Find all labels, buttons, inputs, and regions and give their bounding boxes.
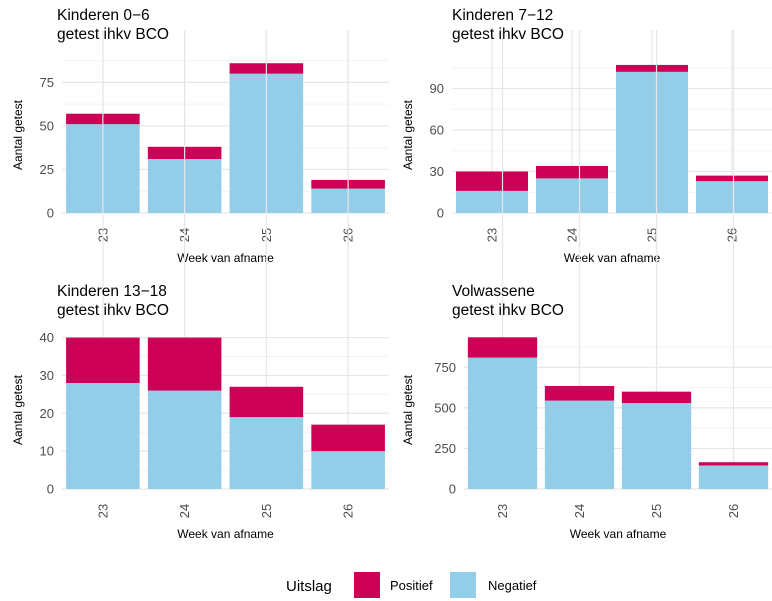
x-tick-label: 26 [725,228,740,242]
y-tick-label: 750 [434,360,456,375]
bar-negatief-week-25 [616,71,688,213]
bar-positief-week-24 [147,337,222,391]
chart-panels: 0 25 50 75 23 24 25 26 Kinderen 0−6 getest ihkv B… [11,7,772,541]
legend-title: Uitslag [286,578,332,595]
x-tick-label: 26 [726,504,741,518]
y-axis-title: Aantal getest [11,99,25,170]
y-tick-label: 500 [434,400,456,415]
bar-negatief-week-26 [696,181,768,213]
chart-title-line: getest ihkv BCO [57,302,169,319]
y-tick-label: 30 [40,368,54,383]
bar-positief-week-24 [536,165,608,179]
plot-area [62,30,389,214]
bar-positief-week-26 [698,462,769,466]
y-tick-label: 10 [40,444,54,459]
bar-negatief-week-25 [621,403,692,489]
chart-title-line: getest ihkv BCO [452,302,564,319]
y-tick-label: 250 [434,441,456,456]
y-tick-label: 0 [449,482,456,497]
y-tick-label: 0 [47,482,54,497]
y-tick-label: 60 [430,122,444,137]
y-tick-label: 30 [430,164,444,179]
chart-title-line: Kinderen 0−6 [57,7,150,24]
plot-area [452,30,772,214]
bar-negatief-week-24 [536,178,608,213]
bar-negatief-week-26 [311,451,385,489]
x-axis-title: Week van afname [570,527,667,541]
bar-negatief-week-25 [229,417,304,489]
y-tick-label: 25 [40,162,54,177]
y-tick-label: 0 [437,206,444,221]
bar-positief-week-23 [456,171,528,191]
legend: Uitslag Positief Negatief [286,572,537,598]
x-axis-title: Week van afname [177,251,274,265]
y-tick-label: 0 [47,206,54,221]
bar-positief-week-25 [621,391,692,404]
bar-negatief-week-23 [467,357,538,489]
chart-panel-2: 0 30 60 90 23 24 25 26 Kinderen 7−12 getest ihkv … [401,7,772,265]
y-axis-title: Aantal getest [11,374,25,445]
x-tick-label: 25 [259,504,274,518]
bar-negatief-week-24 [147,390,222,489]
chart-title-line: Kinderen 13−18 [57,283,167,300]
bar-positief-week-25 [229,386,304,418]
x-tick-label: 25 [645,228,660,242]
bar-negatief-week-23 [66,383,140,489]
x-tick-label: 24 [177,504,192,518]
x-tick-label: 25 [649,504,664,518]
x-tick-label: 23 [495,504,510,518]
x-tick-label: 23 [95,504,110,518]
chart-title-line: Volwassene [452,283,535,300]
chart-panel-3: 0 10 20 30 40 23 24 25 26 Kinderen 13−18 getest ih… [11,30,389,541]
bar-positief-week-23 [467,337,538,358]
x-tick-label: 24 [565,228,580,242]
y-axis-title: Aantal getest [401,374,415,445]
bar-positief-week-24 [544,385,615,401]
x-axis-title: Week van afname [177,527,274,541]
bar-positief-week-25 [616,64,688,72]
x-tick-label: 23 [485,228,500,242]
bar-negatief-week-26 [698,465,769,489]
chart-title-line: getest ihkv BCO [452,26,564,43]
y-axis-title: Aantal getest [401,99,415,170]
legend-label-positief: Positief [390,578,433,593]
chart-title-line: getest ihkv BCO [57,26,169,43]
bar-positief-week-26 [311,424,385,452]
bar-negatief-week-24 [544,400,615,489]
bar-positief-week-23 [66,337,140,383]
x-tick-label: 26 [341,504,356,518]
y-tick-label: 90 [430,81,444,96]
y-tick-label: 20 [40,406,54,421]
x-tick-label: 24 [572,504,587,518]
y-tick-label: 75 [40,75,54,90]
legend-label-negatief: Negatief [488,578,537,593]
bar-negatief-week-23 [456,190,528,213]
y-tick-label: 40 [40,330,54,345]
chart-title-line: Kinderen 7−12 [452,7,553,24]
plot-area [464,30,772,490]
legend-swatch-positief [354,572,380,598]
x-axis-title: Week van afname [564,251,661,265]
plot-area [62,30,389,490]
bar-positief-week-26 [696,175,768,182]
legend-swatch-negatief [450,572,476,598]
y-tick-label: 50 [40,118,54,133]
